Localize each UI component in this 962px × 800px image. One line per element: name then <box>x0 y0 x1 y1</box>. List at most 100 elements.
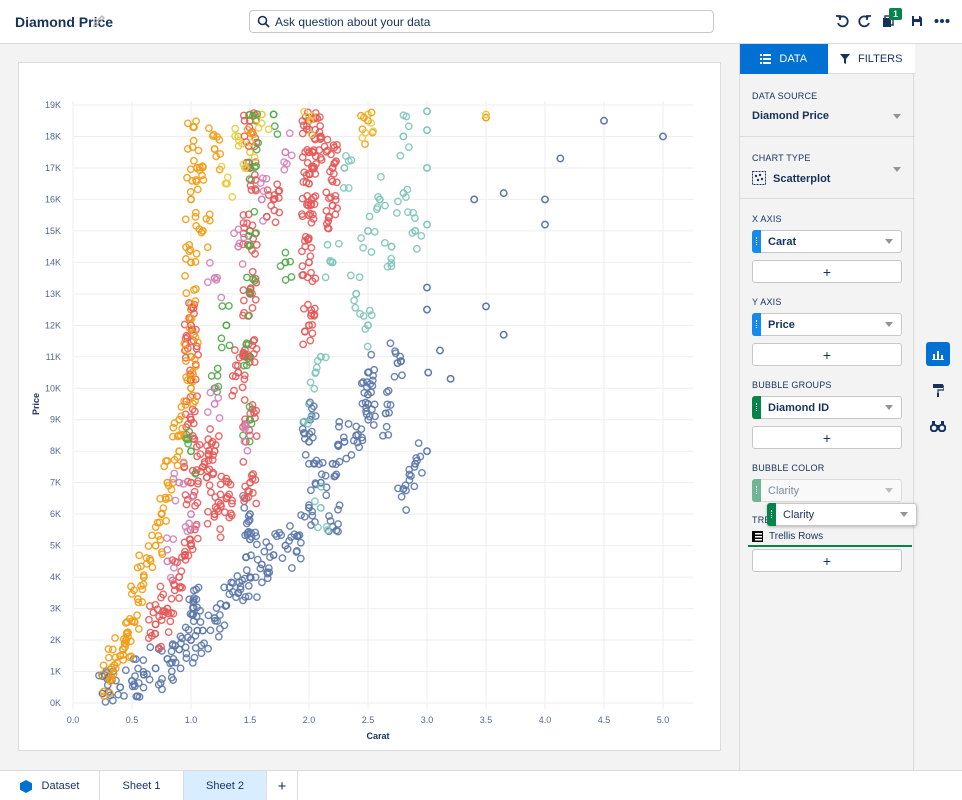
scatter-point <box>369 421 378 429</box>
scatter-point <box>407 472 415 480</box>
scatter-point <box>329 169 338 178</box>
chevron-down-icon[interactable] <box>885 239 893 244</box>
scatter-point <box>214 393 223 402</box>
scatter-point <box>242 339 251 348</box>
undo-button[interactable] <box>833 12 851 30</box>
scatter-point <box>214 432 223 440</box>
scatter-point <box>308 404 316 413</box>
scatter-point <box>176 639 185 648</box>
scatter-point <box>326 167 334 176</box>
scatter-point <box>410 463 419 471</box>
more-options-button[interactable] <box>933 12 951 30</box>
scatter-point <box>299 270 308 279</box>
data-source-value[interactable]: Diamond Price <box>752 110 830 122</box>
scatter-point <box>369 371 377 380</box>
scatter-point <box>381 201 389 210</box>
data-source-chevron-icon[interactable] <box>893 114 901 119</box>
bubble-groups-field[interactable]: Diamond ID <box>752 396 902 419</box>
scatter-point <box>310 384 319 393</box>
scatter-point <box>321 353 330 362</box>
bubble-color-field[interactable]: Clarity <box>752 479 902 502</box>
scatter-point <box>301 450 310 459</box>
scatter-point <box>180 339 189 348</box>
scatter-point <box>183 633 192 642</box>
tab-filters[interactable]: FILTERS <box>827 44 915 74</box>
scatter-point <box>300 512 309 521</box>
scatter-point <box>334 527 342 536</box>
drag-handle[interactable] <box>752 230 761 253</box>
scatter-point <box>423 126 431 135</box>
scatter-point <box>111 664 120 673</box>
x-tick-label: 2.5 <box>362 715 375 725</box>
format-button[interactable] <box>926 378 950 402</box>
add-x-axis-button[interactable]: + <box>752 260 902 283</box>
scatter-point <box>206 626 215 635</box>
scatter-point <box>403 208 412 217</box>
scatter-point <box>217 334 226 343</box>
scatter-point <box>166 573 175 582</box>
drag-handle[interactable] <box>752 313 761 336</box>
chevron-down-icon[interactable] <box>885 488 893 493</box>
scatter-point <box>185 595 194 604</box>
scatter-point <box>600 116 608 125</box>
chevron-down-icon[interactable] <box>885 322 893 327</box>
scatter-point <box>311 497 319 506</box>
scatter-point <box>212 275 221 284</box>
tab-sheet-2[interactable]: Sheet 2 <box>184 771 267 800</box>
scatter-point <box>242 138 251 146</box>
add-bubble-group-button[interactable]: + <box>752 426 902 449</box>
filter-icon <box>840 53 851 64</box>
scatter-point <box>209 451 218 460</box>
add-y-axis-button[interactable]: + <box>752 343 902 366</box>
scatter-point <box>306 116 315 125</box>
tab-sheet-1[interactable]: Sheet 1 <box>100 771 184 800</box>
dragging-field-chip[interactable]: Clarity <box>767 503 917 526</box>
tab-dataset[interactable]: Dataset <box>0 771 100 800</box>
scatter-point <box>317 482 326 491</box>
chevron-down-icon[interactable] <box>885 405 893 410</box>
chart-type-value[interactable]: Scatterplot <box>773 173 831 185</box>
chevron-down-icon[interactable] <box>900 512 908 517</box>
chart-type-chevron-icon[interactable] <box>893 167 901 172</box>
tab-data[interactable]: DATA <box>740 44 828 74</box>
save-button[interactable] <box>908 12 926 30</box>
scatter-point <box>253 110 262 119</box>
scatter-point <box>124 632 132 641</box>
add-trellis-button[interactable]: + <box>752 549 902 572</box>
scatter-point <box>185 247 194 256</box>
scatter-point <box>399 132 408 141</box>
scatter-point <box>208 456 217 464</box>
scatter-point <box>354 430 363 439</box>
chart-settings-button[interactable] <box>926 342 950 366</box>
redo-button[interactable] <box>856 12 874 30</box>
explore-button[interactable] <box>926 414 950 438</box>
drag-handle[interactable] <box>752 396 761 419</box>
x-axis-field[interactable]: Carat <box>752 230 902 253</box>
scatter-point <box>216 599 225 608</box>
search-input[interactable] <box>275 13 705 30</box>
search-bar[interactable] <box>249 10 714 33</box>
scatter-point <box>191 631 200 640</box>
scatter-point <box>194 146 203 155</box>
drag-handle[interactable] <box>752 479 761 502</box>
scatter-chart: 0K 1K 2K 3K 4K 5K 6K 7K 8K 9K 10K 11K 12K 13K 14K 15K 16… <box>31 100 693 741</box>
scatter-point <box>186 165 195 174</box>
scatter-point <box>346 271 355 280</box>
scatter-point <box>330 159 339 168</box>
y-axis-field[interactable]: Price <box>752 313 902 336</box>
edit-title-icon[interactable] <box>92 14 106 28</box>
add-sheet-button[interactable]: + <box>267 771 298 800</box>
scatter-point <box>194 477 203 486</box>
scatter-point <box>239 286 248 295</box>
scatter-point <box>325 212 334 221</box>
divider <box>740 198 915 199</box>
scatter-point <box>377 173 385 181</box>
drag-handle[interactable] <box>767 503 776 526</box>
scatter-point <box>192 285 200 293</box>
scatter-point <box>228 587 237 596</box>
scatter-point <box>186 413 195 422</box>
scatter-point <box>251 295 260 304</box>
scatter-point <box>321 273 330 282</box>
scatter-point <box>236 582 245 591</box>
y-tick-label: 10K <box>45 383 61 393</box>
